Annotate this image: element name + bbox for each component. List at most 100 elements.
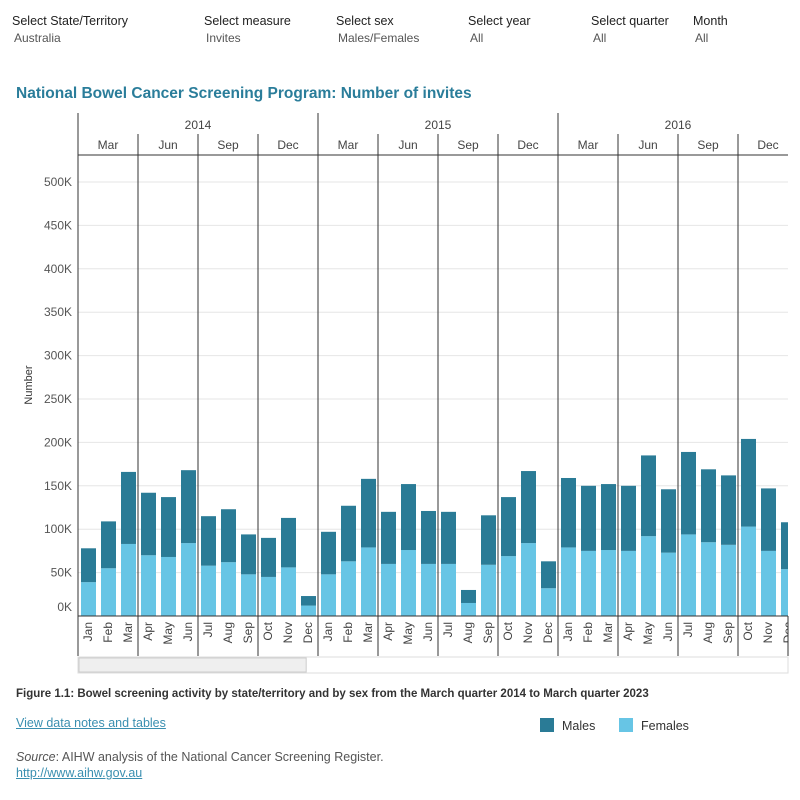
quarter-label: Mar [98, 138, 119, 152]
month-label: Oct [741, 621, 755, 640]
bar-females[interactable] [761, 550, 776, 616]
view-data-notes-link[interactable]: View data notes and tables [16, 716, 166, 730]
bar-females[interactable] [781, 569, 796, 616]
bar-females[interactable] [541, 588, 556, 616]
bar-females[interactable] [121, 543, 136, 616]
bar-males[interactable] [581, 485, 596, 551]
bar-males[interactable] [541, 561, 556, 589]
bar-females[interactable] [741, 526, 756, 616]
bar-females[interactable] [421, 563, 436, 616]
bar-males[interactable] [201, 516, 216, 566]
filter-select-state-territory[interactable]: Select State/Territory Australia [12, 14, 128, 45]
bar-males[interactable] [161, 497, 176, 557]
filter-select-measure[interactable]: Select measure Invites [204, 14, 291, 45]
bar-females[interactable] [561, 547, 576, 616]
bar-males[interactable] [261, 537, 276, 577]
bar-females[interactable] [401, 550, 416, 616]
bar-males[interactable] [301, 596, 316, 606]
legend-item-males[interactable]: Males [540, 718, 595, 733]
bar-males[interactable] [641, 455, 656, 537]
bar-males[interactable] [221, 509, 236, 563]
bar-males[interactable] [341, 505, 356, 562]
filter-select-sex[interactable]: Select sex Males/Females [336, 14, 419, 45]
bar-males[interactable] [141, 492, 156, 556]
bar-females[interactable] [221, 562, 236, 616]
bar-females[interactable] [181, 543, 196, 616]
bar-females[interactable] [481, 564, 496, 616]
filter-value[interactable]: Invites [206, 31, 241, 45]
bar-females[interactable] [261, 576, 276, 616]
bar-males[interactable] [281, 517, 296, 568]
bar-males[interactable] [621, 485, 636, 551]
bar-females[interactable] [141, 555, 156, 616]
bar-females[interactable] [241, 574, 256, 616]
aihw-link[interactable]: http://www.aihw.gov.au [16, 766, 143, 780]
month-label: Feb [341, 622, 355, 643]
filter-value[interactable]: Australia [14, 31, 61, 45]
bar-females[interactable] [721, 544, 736, 616]
bar-males[interactable] [481, 515, 496, 565]
bar-males[interactable] [761, 488, 776, 551]
bar-males[interactable] [361, 478, 376, 548]
bar-females[interactable] [441, 563, 456, 616]
bar-females[interactable] [321, 574, 336, 616]
scrollbar-thumb[interactable] [78, 657, 307, 673]
bar-males[interactable] [701, 469, 716, 543]
bar-males[interactable] [121, 471, 136, 544]
bar-males[interactable] [721, 475, 736, 545]
bar-females[interactable] [501, 556, 516, 616]
quarter-label: Dec [757, 138, 778, 152]
bar-males[interactable] [381, 511, 396, 564]
bar-females[interactable] [161, 556, 176, 616]
filter-value[interactable]: Males/Females [338, 31, 420, 45]
filter-value[interactable]: All [695, 31, 709, 45]
bar-males[interactable] [101, 521, 116, 569]
bar-females[interactable] [581, 550, 596, 616]
bar-males[interactable] [461, 589, 476, 603]
bar-females[interactable] [361, 547, 376, 616]
bar-males[interactable] [241, 534, 256, 575]
bar-females[interactable] [341, 561, 356, 616]
bar-females[interactable] [601, 550, 616, 616]
legend-item-females[interactable]: Females [619, 718, 689, 733]
bar-females[interactable] [461, 602, 476, 616]
bar-females[interactable] [621, 550, 636, 616]
bar-males[interactable] [181, 470, 196, 544]
quarter-label: Sep [217, 138, 239, 152]
bar-females[interactable] [661, 552, 676, 616]
bar-males[interactable] [421, 510, 436, 564]
filter-select-quarter[interactable]: Select quarter All [591, 14, 669, 45]
bar-males[interactable] [781, 522, 796, 570]
bar-males[interactable] [501, 497, 516, 557]
males-swatch [540, 718, 554, 732]
bar-females[interactable] [381, 563, 396, 616]
bar-females[interactable] [301, 605, 316, 616]
month-label: Dec [541, 622, 555, 643]
bar-males[interactable] [321, 531, 336, 575]
bar-males[interactable] [521, 471, 536, 544]
bar-females[interactable] [521, 543, 536, 616]
bar-males[interactable] [601, 484, 616, 551]
bar-males[interactable] [401, 484, 416, 551]
bar-females[interactable] [701, 542, 716, 616]
bar-females[interactable] [201, 565, 216, 616]
bar-males[interactable] [81, 548, 96, 583]
bar-females[interactable] [101, 568, 116, 616]
bar-males[interactable] [561, 477, 576, 548]
month-label: Jul [441, 622, 455, 637]
filter-select-year[interactable]: Select year All [468, 14, 531, 45]
bar-females[interactable] [641, 536, 656, 616]
bar-males[interactable] [681, 451, 696, 535]
bar-females[interactable] [681, 534, 696, 616]
y-tick-label: 300K [44, 349, 72, 363]
bar-males[interactable] [741, 438, 756, 527]
filter-value[interactable]: All [470, 31, 484, 45]
filter-value[interactable]: All [593, 31, 607, 45]
bar-males[interactable] [661, 489, 676, 553]
month-label: Feb [581, 622, 595, 643]
filter-label: Select sex [336, 14, 394, 28]
bar-males[interactable] [441, 511, 456, 564]
bar-females[interactable] [281, 567, 296, 616]
bar-females[interactable] [81, 582, 96, 616]
filter-month[interactable]: Month All [693, 14, 728, 45]
